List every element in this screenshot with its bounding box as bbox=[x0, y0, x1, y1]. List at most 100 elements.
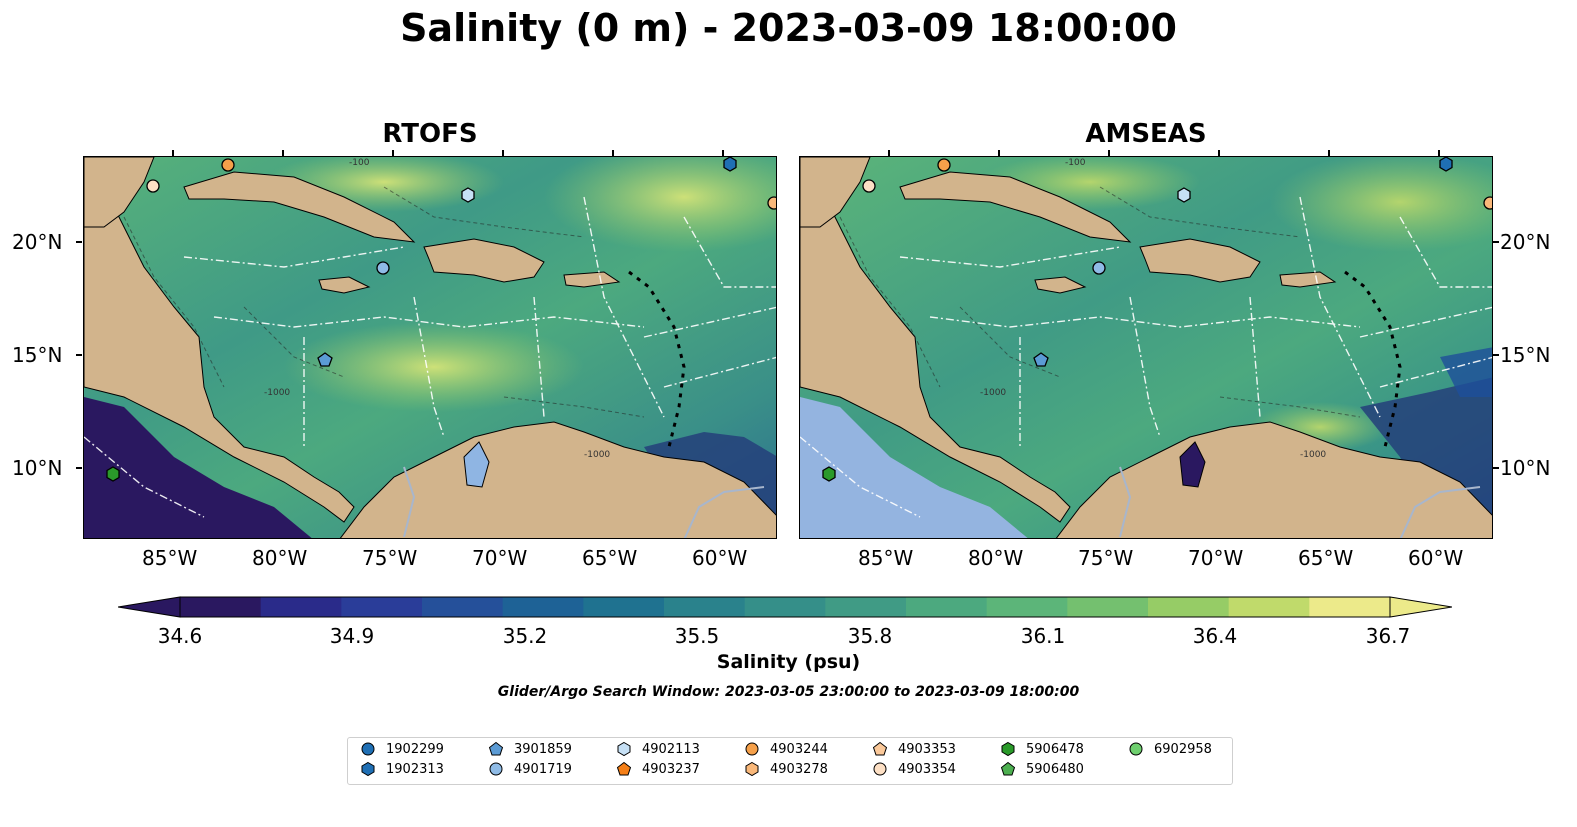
hexagon-marker-icon bbox=[361, 761, 375, 777]
panel-title-amseas: AMSEAS bbox=[1085, 119, 1207, 149]
legend-item: 4903244 bbox=[744, 741, 828, 757]
tick-mark bbox=[76, 467, 82, 469]
jamaica-land bbox=[1034, 276, 1087, 294]
colorbar-segment bbox=[422, 597, 504, 617]
x-tick-label: 80°W bbox=[252, 546, 308, 570]
marker-5906478 bbox=[822, 466, 836, 482]
contour-label: -100 bbox=[349, 158, 370, 168]
tick-mark bbox=[1438, 150, 1440, 156]
marker-4902113 bbox=[461, 187, 475, 203]
tick-mark bbox=[502, 150, 504, 156]
colorbar-tick-label: 35.2 bbox=[502, 624, 548, 648]
marker-3901859 bbox=[1033, 352, 1049, 367]
colorbar-extend-high bbox=[1389, 596, 1452, 618]
circle-marker-icon bbox=[1129, 742, 1143, 756]
hexagon-marker-icon bbox=[745, 761, 759, 777]
circle-marker-icon bbox=[361, 742, 375, 756]
low-salinity-plume bbox=[1440, 347, 1492, 397]
tick-mark bbox=[888, 150, 890, 156]
tick-mark bbox=[392, 150, 394, 156]
colorbar-segment bbox=[1148, 597, 1230, 617]
eez-boundaries bbox=[84, 196, 776, 518]
x-tick-label: 60°W bbox=[692, 546, 748, 570]
y-tick-label: 15°N bbox=[1500, 343, 1551, 367]
legend-item: 6902958 bbox=[1128, 741, 1212, 757]
south-america-land bbox=[1055, 421, 1492, 538]
high-salinity-patch bbox=[284, 322, 584, 412]
legend-label: 1902299 bbox=[386, 741, 444, 757]
puerto-rico-land bbox=[563, 271, 621, 288]
legend-label: 4903353 bbox=[898, 741, 956, 757]
tick-mark bbox=[282, 150, 284, 156]
y-tick-label: 10°N bbox=[1500, 456, 1551, 480]
yucatan-land bbox=[800, 157, 871, 228]
lesser-antilles bbox=[628, 270, 686, 448]
high-salinity-patch bbox=[1270, 157, 1492, 252]
legend-item: 5906478 bbox=[1000, 741, 1084, 757]
panel-title-rtofs: RTOFS bbox=[382, 119, 478, 149]
bathymetry-contours bbox=[839, 186, 1361, 418]
colorbar-segment bbox=[906, 597, 988, 617]
colorbar-segment bbox=[1067, 597, 1149, 617]
colorbar-title: Salinity (psu) bbox=[716, 651, 861, 673]
legend-label: 4903244 bbox=[770, 741, 828, 757]
x-tick-label: 80°W bbox=[968, 546, 1024, 570]
lake-maracaibo bbox=[463, 441, 490, 488]
yucatan-land bbox=[84, 157, 155, 228]
tick-mark bbox=[722, 150, 724, 156]
colorbar-segments bbox=[180, 597, 1391, 617]
tick-mark bbox=[1493, 241, 1499, 243]
colorbar-extend-low bbox=[118, 596, 181, 618]
river bbox=[683, 486, 765, 538]
legend-item: 1902299 bbox=[360, 741, 444, 757]
x-tick-label: 70°W bbox=[1188, 546, 1244, 570]
map-panel-amseas[interactable]: -100 -1000 -1000 bbox=[799, 156, 1493, 539]
marker-4903354 bbox=[146, 179, 160, 193]
colorbar-segment bbox=[583, 597, 665, 617]
x-tick-label: 65°W bbox=[582, 546, 638, 570]
river bbox=[1399, 486, 1481, 538]
legend-label: 4901719 bbox=[514, 761, 572, 777]
colorbar-tick-label: 36.7 bbox=[1365, 624, 1411, 648]
colorbar-segment bbox=[825, 597, 907, 617]
cuba-land bbox=[899, 171, 1132, 243]
colorbar-segment bbox=[744, 597, 826, 617]
legend: 1902299 1902313 3901859 4901719 4902113 … bbox=[347, 737, 1233, 785]
tick-mark bbox=[172, 150, 174, 156]
hexagon-marker-icon bbox=[1001, 741, 1015, 757]
search-window-caption: Glider/Argo Search Window: 2023-03-05 23… bbox=[497, 684, 1080, 700]
y-tick-label: 15°N bbox=[12, 343, 63, 367]
south-america-land bbox=[339, 421, 776, 538]
tick-mark bbox=[1108, 150, 1110, 156]
colorbar bbox=[118, 596, 1452, 618]
marker-4903237 bbox=[767, 196, 776, 210]
pentagon-marker-icon bbox=[872, 741, 888, 756]
pentagon-marker-icon bbox=[488, 741, 504, 756]
colorbar-segment bbox=[986, 597, 1068, 617]
circle-marker-icon bbox=[873, 762, 887, 776]
figure-title: Salinity (0 m) - 2023-03-09 18:00:00 bbox=[400, 6, 1177, 50]
x-tick-label: 85°W bbox=[858, 546, 914, 570]
y-tick-label: 10°N bbox=[12, 456, 63, 480]
circle-marker-icon bbox=[489, 762, 503, 776]
legend-item: 4902113 bbox=[616, 741, 700, 757]
map-panel-rtofs[interactable]: -100 -1000 -1000 bbox=[83, 156, 777, 539]
lesser-antilles bbox=[1344, 270, 1402, 448]
legend-label: 4903278 bbox=[770, 761, 828, 777]
marker-4903244 bbox=[937, 158, 951, 172]
lake-maracaibo bbox=[1179, 441, 1206, 488]
central-america-land bbox=[800, 196, 1071, 523]
marker-4901719 bbox=[1092, 261, 1106, 275]
legend-item: 3901859 bbox=[488, 741, 572, 757]
tick-mark bbox=[76, 354, 82, 356]
colorbar-outline bbox=[179, 596, 1391, 618]
y-tick-label: 20°N bbox=[1500, 230, 1551, 254]
marker-4903244 bbox=[221, 158, 235, 172]
x-tick-label: 60°W bbox=[1408, 546, 1464, 570]
y-tick-label: 20°N bbox=[12, 230, 63, 254]
x-tick-label: 70°W bbox=[472, 546, 528, 570]
circle-marker-icon bbox=[745, 742, 759, 756]
marker-4903237 bbox=[1483, 196, 1492, 210]
colorbar-tick-label: 34.9 bbox=[329, 624, 375, 648]
contour-label: -1000 bbox=[264, 388, 290, 398]
